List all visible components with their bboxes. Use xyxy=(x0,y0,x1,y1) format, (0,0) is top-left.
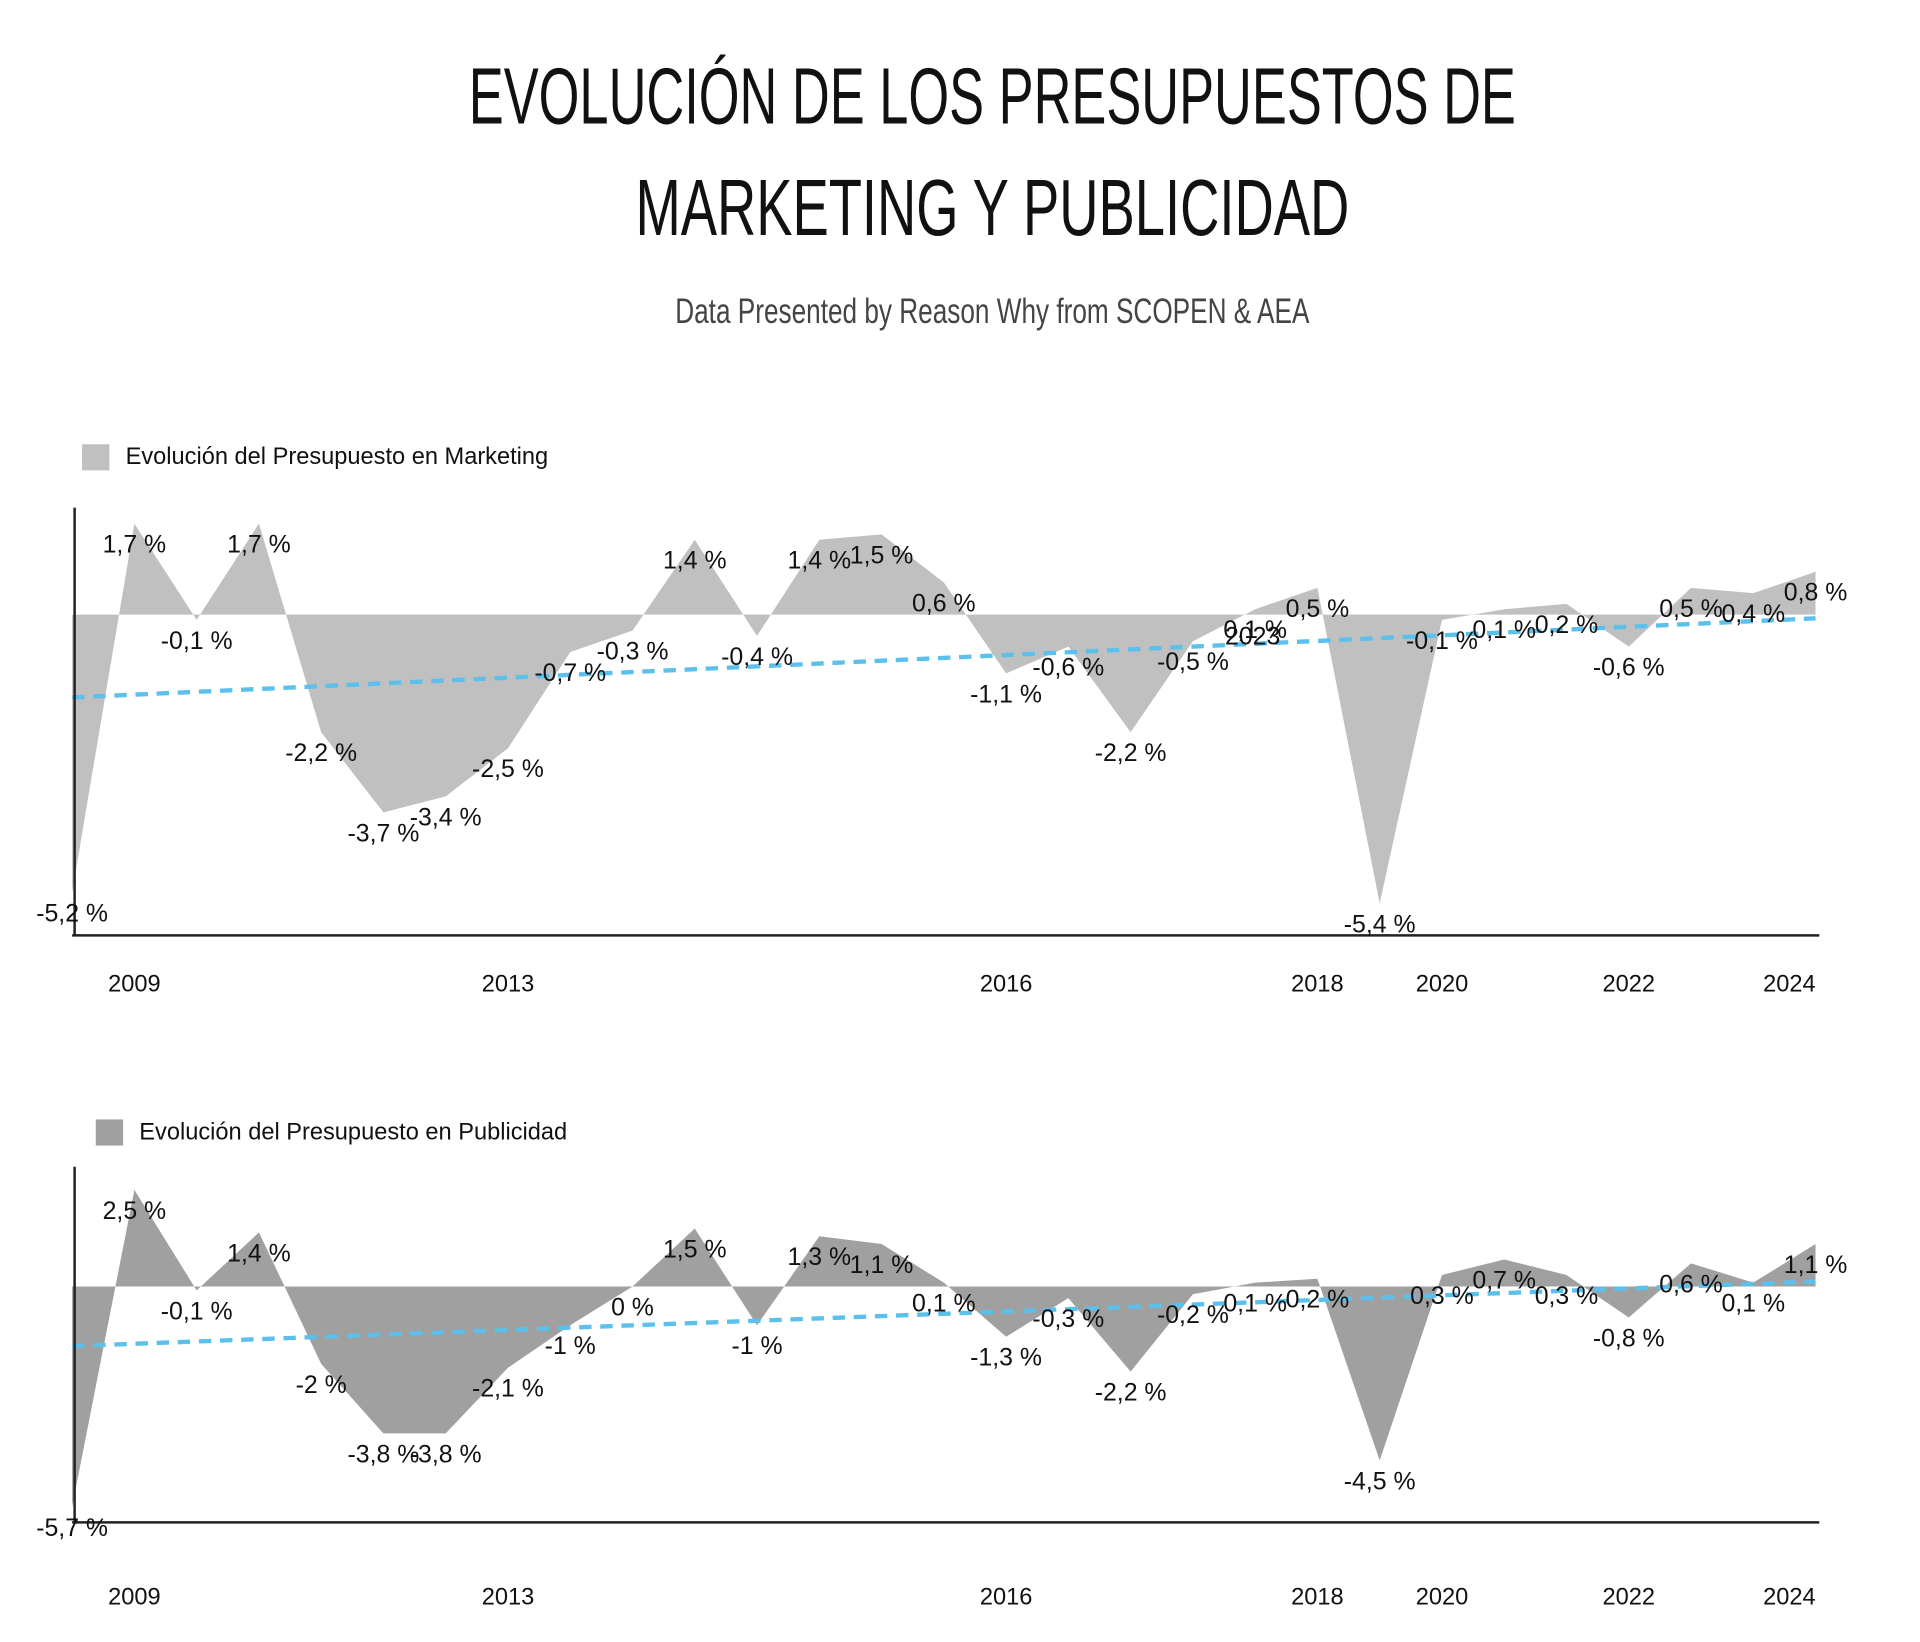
legend-swatch xyxy=(95,1119,124,1146)
data-label: 0,1 % xyxy=(1721,1290,1785,1318)
legend-label: Evolución del Presupuesto en Publicidad xyxy=(139,1119,567,1145)
data-label: 0,1 % xyxy=(1472,616,1536,644)
data-label: 0,1 % xyxy=(1223,616,1287,644)
data-label: -4,5 % xyxy=(1344,1467,1416,1495)
x-tick-label: 2009 xyxy=(108,1584,161,1610)
data-label: 2,5 % xyxy=(103,1197,167,1225)
x-tick-label: 2018 xyxy=(1291,1584,1344,1610)
data-label: -2,2 % xyxy=(285,739,357,767)
data-label: -3,8 % xyxy=(348,1440,420,1468)
data-label: 0,5 % xyxy=(1286,595,1350,623)
data-label: 1,1 % xyxy=(1784,1251,1848,1279)
data-label: 1,5 % xyxy=(663,1235,727,1263)
data-label: -0,6 % xyxy=(1593,654,1665,682)
data-label: -0,5 % xyxy=(1157,648,1229,676)
x-tick-label: 2022 xyxy=(1602,971,1655,997)
data-label: -0,6 % xyxy=(1032,654,1104,682)
data-label: -0,8 % xyxy=(1593,1324,1665,1352)
x-tick-label: 2016 xyxy=(980,1584,1033,1610)
area xyxy=(72,523,1816,904)
data-label: 0,3 % xyxy=(1535,1282,1599,1310)
data-label: -1 % xyxy=(545,1332,596,1360)
x-tick-label: 2013 xyxy=(482,1584,535,1610)
x-tick-label: 2024 xyxy=(1763,1584,1816,1610)
x-tick-label: 2016 xyxy=(980,971,1033,997)
data-label: 0,8 % xyxy=(1784,579,1848,607)
data-label: 1,5 % xyxy=(850,541,914,569)
data-label: -5,7 % xyxy=(36,1514,108,1542)
data-label: -5,4 % xyxy=(1344,910,1416,938)
data-label: -1,3 % xyxy=(970,1344,1042,1372)
data-label: -2,2 % xyxy=(1095,1379,1167,1407)
data-label: 1,7 % xyxy=(227,531,291,559)
data-label: -2,5 % xyxy=(472,755,544,783)
data-label: 1,4 % xyxy=(788,547,852,575)
data-label: -0,1 % xyxy=(161,627,233,655)
data-label: 0,2 % xyxy=(1535,611,1599,639)
data-label: 1,7 % xyxy=(103,531,167,559)
x-tick-label: 2024 xyxy=(1763,971,1816,997)
data-label: -5,2 % xyxy=(36,900,108,928)
annotation: 2023 xyxy=(1225,622,1280,650)
trend-line xyxy=(72,1279,1816,1349)
data-label: -0,3 % xyxy=(1032,1305,1104,1333)
x-tick-label: 2018 xyxy=(1291,971,1344,997)
data-label: 0 % xyxy=(611,1293,654,1321)
x-tick-label: 2009 xyxy=(108,971,161,997)
x-tick-label: 2022 xyxy=(1602,1584,1655,1610)
legend-label: Evolución del Presupuesto en Marketing xyxy=(126,444,549,470)
data-label: -3,8 % xyxy=(410,1440,482,1468)
area xyxy=(72,1189,1816,1507)
data-label: -2,2 % xyxy=(1095,739,1167,767)
data-label: -2 % xyxy=(296,1371,347,1399)
data-label: -0,2 % xyxy=(1157,1301,1229,1329)
data-label: -0,1 % xyxy=(161,1297,233,1325)
legend-swatch xyxy=(82,444,110,471)
x-tick-label: 2020 xyxy=(1416,971,1469,997)
data-label: -1 % xyxy=(731,1332,782,1360)
data-label: 0,3 % xyxy=(1410,1282,1474,1310)
data-label: 0,4 % xyxy=(1721,600,1785,628)
data-label: 0,6 % xyxy=(1659,1270,1723,1298)
data-label: 1,4 % xyxy=(227,1239,291,1267)
title-line: EVOLUCIÓN DE LOS PRESUPUESTOS DE xyxy=(469,51,1516,140)
data-label: 1,1 % xyxy=(850,1251,914,1279)
x-tick-label: 2013 xyxy=(482,971,535,997)
data-label: -3,4 % xyxy=(410,803,482,831)
data-label: -2,1 % xyxy=(472,1375,544,1403)
subtitle: Data Presented by Reason Why from SCOPEN… xyxy=(675,292,1310,331)
data-label: 0,7 % xyxy=(1472,1266,1536,1294)
data-label: 0,6 % xyxy=(912,589,976,617)
data-label: -0,7 % xyxy=(534,659,606,687)
x-tick-label: 2020 xyxy=(1416,1584,1469,1610)
data-label: 0,5 % xyxy=(1659,595,1723,623)
trend-line xyxy=(72,616,1816,700)
data-label: 0,2 % xyxy=(1286,1286,1350,1314)
data-label: 1,4 % xyxy=(663,547,727,575)
data-label: 1,3 % xyxy=(788,1243,852,1271)
data-label: 0,1 % xyxy=(912,1290,976,1318)
data-label: -3,7 % xyxy=(348,819,420,847)
data-label: -0,1 % xyxy=(1406,627,1478,655)
data-label: -1,1 % xyxy=(970,680,1042,708)
data-label: 0,1 % xyxy=(1223,1290,1287,1318)
title-line: MARKETING Y PUBLICIDAD xyxy=(635,163,1349,252)
data-label: -0,3 % xyxy=(597,638,669,666)
data-label: -0,4 % xyxy=(721,643,793,671)
